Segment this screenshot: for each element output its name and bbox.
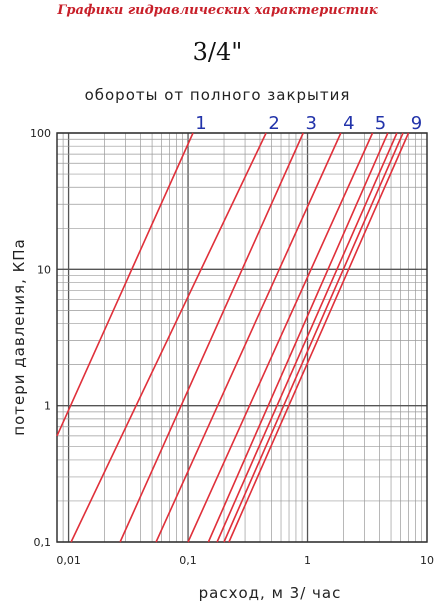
y-tick-label: 1 [44, 400, 51, 413]
series-line [56, 132, 194, 437]
page-title: Графики гидравлических характеристик [57, 3, 378, 18]
x-tick-label: 10 [420, 554, 434, 567]
series-label: 9 [411, 113, 422, 134]
series-line [70, 132, 267, 543]
y-tick-label: 100 [30, 127, 51, 140]
y-tick-label: 0,1 [34, 536, 52, 549]
series-label: 5 [375, 113, 386, 134]
series-line [155, 132, 342, 543]
series-line [187, 132, 374, 543]
series-label: 1 [195, 113, 206, 134]
plot-frame [56, 132, 428, 543]
y-axis-label: потери давления, КПа [10, 238, 28, 435]
series-label: 3 [305, 113, 316, 134]
series-line [228, 132, 410, 543]
series-line [216, 132, 398, 543]
series-label: 4 [343, 113, 354, 134]
x-tick-label: 1 [304, 554, 311, 567]
series-line [223, 132, 404, 543]
series-label: 2 [268, 113, 279, 134]
valve-size-label: 3/4" [192, 38, 243, 66]
x-tick-label: 0,1 [179, 554, 197, 567]
x-tick-label: 0,01 [56, 554, 81, 567]
x-axis-label: расход, м 3/ час [199, 584, 342, 602]
chart-title: обороты от полного закрытия [84, 86, 351, 104]
series-line [119, 132, 304, 543]
series-line [207, 132, 389, 543]
y-tick-label: 10 [37, 263, 51, 276]
